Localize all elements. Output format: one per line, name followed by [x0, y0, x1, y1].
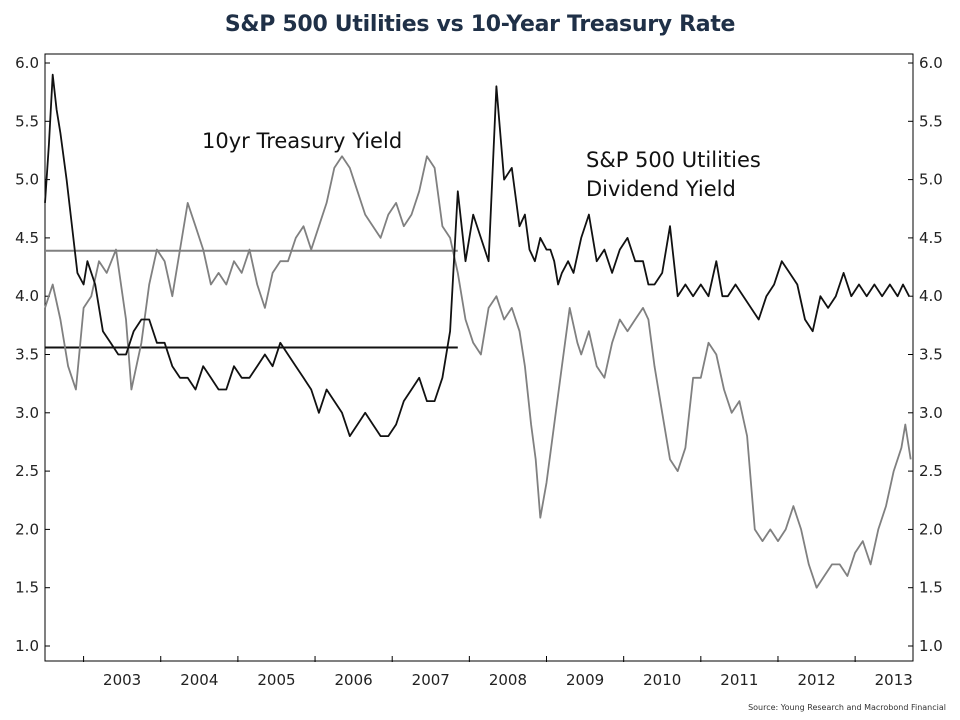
y-tick-label-left: 2.5: [15, 462, 39, 480]
x-tick-label: 2005: [257, 671, 295, 689]
x-tick-label: 2012: [797, 671, 835, 689]
y-axis-left: 1.0 1.5 2.0 2.5 3.0 3.5 4.0 4.5 5.0 5.5 6.0: [15, 54, 50, 655]
y-tick-label-left: 6.0: [15, 54, 39, 72]
y-tick-label-right: 5.5: [919, 112, 943, 130]
x-tick-label: 2008: [489, 671, 527, 689]
y-tick-label-left: 1.0: [15, 637, 39, 655]
y-tick-label-right: 5.0: [919, 171, 943, 189]
y-tick-label-right: 2.5: [919, 462, 943, 480]
y-tick-label-right: 2.0: [919, 520, 943, 538]
y-axis-right: 1.0 1.5 2.0 2.5 3.0 3.5 4.0 4.5 5.0 5.5 6.0: [908, 54, 943, 655]
series-lines: [44, 73, 912, 589]
utilities-annotation-line2: Dividend Yield: [586, 177, 736, 201]
plot-frame: [44, 53, 914, 662]
y-tick-label-left: 5.0: [15, 171, 39, 189]
y-tick-label-left: 4.5: [15, 229, 39, 247]
y-tick-label-left: 4.0: [15, 287, 39, 305]
y-tick-label-right: 4.5: [919, 229, 943, 247]
treasury-annotation: 10yr Treasury Yield: [202, 129, 402, 153]
y-tick-label-left: 1.5: [15, 579, 39, 597]
x-axis: 2003 2004 2005 2006 2007 2008 2009 2010 2011 2012…: [83, 656, 913, 689]
y-tick-label-left: 3.0: [15, 404, 39, 422]
y-tick-label-right: 4.0: [919, 287, 943, 305]
y-tick-label-right: 6.0: [919, 54, 943, 72]
x-tick-label: 2006: [335, 671, 373, 689]
chart-title: S&P 500 Utilities vs 10-Year Treasury Ra…: [224, 12, 736, 37]
x-tick-label: 2010: [643, 671, 681, 689]
x-tick-label: 2007: [412, 671, 450, 689]
y-tick-label-right: 1.5: [919, 579, 943, 597]
average-lines: [45, 249, 458, 349]
y-tick-label-right: 3.5: [919, 346, 943, 364]
x-tick-label: 2003: [103, 671, 141, 689]
y-tick-label-left: 5.5: [15, 112, 39, 130]
y-tick-label-right: 1.0: [919, 637, 943, 655]
utilities-annotation-line1: S&P 500 Utilities: [586, 148, 761, 172]
x-tick-label: 2011: [720, 671, 758, 689]
x-tick-label: 2009: [566, 671, 604, 689]
y-tick-label-right: 3.0: [919, 404, 943, 422]
source-note: Source: Young Research and Macrobond Fin…: [748, 703, 946, 712]
treasury-yield-line: [44, 155, 912, 589]
x-tick-label: 2004: [180, 671, 218, 689]
utilities-dividend-yield-line: [44, 73, 910, 438]
x-tick-label: 2013: [875, 671, 913, 689]
y-tick-label-left: 3.5: [15, 346, 39, 364]
y-tick-label-left: 2.0: [15, 520, 39, 538]
